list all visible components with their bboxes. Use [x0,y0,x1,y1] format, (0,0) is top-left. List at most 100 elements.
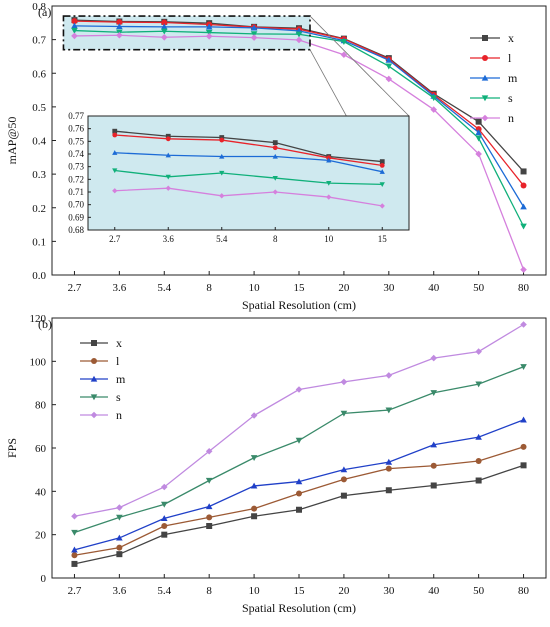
y-axis-label: FPS [5,438,19,458]
point-m-10 [250,24,258,31]
point-s-50 [475,135,482,142]
point-m-3.6 [116,534,123,541]
inset-point-s-8 [272,175,278,181]
point-m-2.7 [71,546,78,553]
x-tick-label: 20 [338,282,350,294]
point-l-2.7 [71,18,78,25]
x-tick-label: 2.7 [68,585,82,597]
point-m-15 [295,478,303,485]
point-m-8 [205,503,213,510]
point-m-20 [340,466,348,473]
panel-label: (b) [38,317,52,331]
legend-label-n: n [508,111,514,125]
x-tick-label: 40 [428,282,440,294]
point-s-15 [295,437,303,444]
x-tick-label: 8 [206,282,212,294]
point-x-50 [475,118,482,125]
point-n-20 [340,51,348,59]
y-tick-label: 0.4 [32,136,46,148]
point-m-80 [520,416,527,423]
legend-marker-n [90,411,98,419]
point-s-8 [205,477,213,484]
point-n-40 [430,354,438,362]
legend-label-s: s [508,91,513,105]
point-m-30 [385,56,393,63]
inset-point-n-2.7 [112,188,118,194]
point-s-2.7 [71,27,78,34]
point-n-80 [520,266,527,273]
inset-x-tick-label: 5.4 [216,234,228,244]
y-tick-label: 0.5 [32,102,46,114]
point-s-3.6 [116,514,123,521]
inset-series-line-l [114,134,383,167]
point-m-5.4 [160,23,168,30]
x-tick-label: 30 [383,282,395,294]
x-tick-label: 2.7 [68,282,82,294]
point-x-30 [385,487,392,494]
panel-b: 0 20 40 60 80 100 120 2.7 3.6 5.4 8 10 15 20 30 40 50 80 S… [5,313,547,615]
y-tick-label: 0.1 [32,236,46,248]
point-l-10 [251,505,258,512]
point-m-50 [475,129,482,136]
point-x-50 [475,477,482,484]
point-n-10 [250,34,258,41]
inset-point-m-3.6 [165,152,171,158]
point-n-2.7 [71,512,78,520]
inset-point-s-15 [379,182,385,188]
legend-label-n: n [116,408,122,422]
inset-point-m-15 [379,169,385,174]
inset-y-tick-label: 0.75 [68,136,84,146]
point-n-3.6 [116,504,123,511]
x-tick-label: 5.4 [157,282,171,294]
point-l-3.6 [116,544,123,551]
legend-marker-m [481,74,489,81]
legend-label-l: l [116,354,120,368]
x-tick-label: 10 [249,282,261,294]
x-axis-label: Spatial Resolution (cm) [242,298,356,312]
point-n-8 [205,32,213,40]
inset-point-n-5.4 [219,193,225,199]
y-tick-label: 0 [41,573,47,585]
point-n-30 [385,75,393,83]
point-l-8 [206,514,213,521]
inset-x-tick-label: 2.7 [109,234,121,244]
inset-series-line-s [114,169,383,186]
point-s-15 [295,31,303,38]
point-n-5.4 [160,483,168,491]
inset-point-s-3.6 [165,174,171,180]
point-n-30 [385,372,393,379]
legend-marker-l [91,358,97,364]
inset-series-line-n [114,187,383,207]
x-tick-label: 5.4 [157,585,171,597]
point-l-2.7 [71,552,78,559]
y-tick-label: 60 [35,443,47,455]
point-s-80 [520,223,527,230]
x-tick-label: 3.6 [112,282,126,294]
point-l-3.6 [116,19,123,26]
point-s-2.7 [71,529,78,536]
point-x-3.6 [116,551,123,558]
inset-y-tick-label: 0.68 [68,225,84,235]
legend-label-m: m [116,372,126,386]
point-n-15 [295,386,303,393]
point-s-40 [430,95,438,102]
legend-label-x: x [116,336,122,350]
point-x-15 [296,506,302,513]
inset-point-m-2.7 [112,150,118,155]
x-tick-label: 3.6 [112,585,126,597]
inset-point-m-8 [272,153,278,159]
inset-y-tick-label: 0.70 [68,200,84,210]
inset-point-x-2.7 [112,128,118,134]
inset-point-n-8 [272,189,278,195]
point-n-50 [475,150,482,158]
point-m-5.4 [160,515,168,522]
inset-x-tick-label: 10 [324,234,334,244]
y-tick-label: 0.8 [32,1,46,13]
point-x-10 [251,513,258,520]
inset-point-n-3.6 [165,185,171,191]
inset-chart: 0.68 0.69 0.70 0.71 0.72 0.73 0.74 0.75 0.76 0.77… [68,111,410,244]
y-tick-label: 0.6 [32,68,46,80]
point-n-10 [250,412,258,419]
